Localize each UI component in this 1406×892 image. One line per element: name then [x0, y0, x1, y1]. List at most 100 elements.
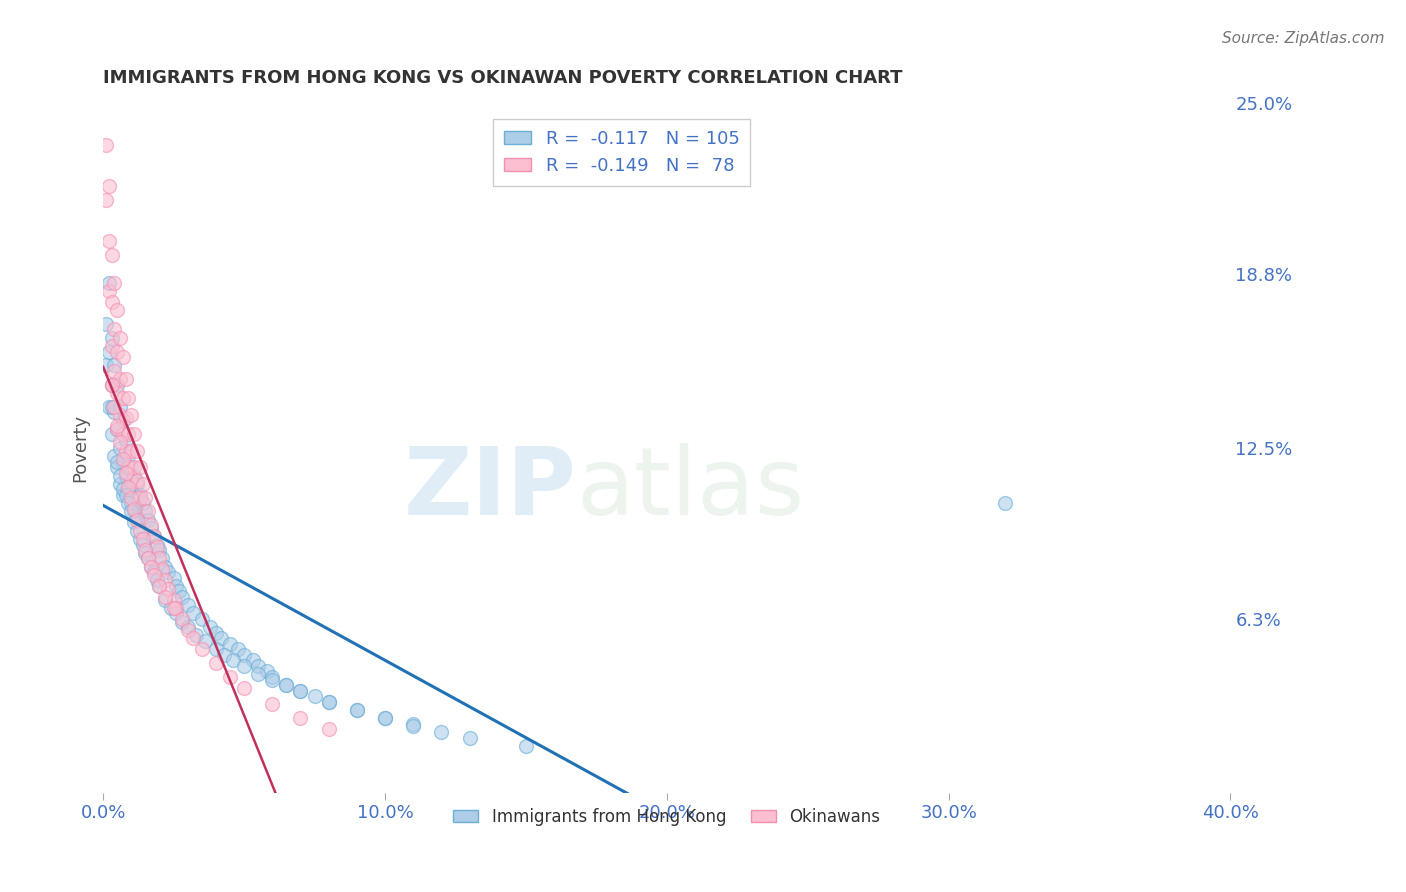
Point [200, 620, 222, 634]
Point [233, 681, 256, 695]
Point [205, 625, 228, 640]
Point [103, 322, 125, 336]
Point [103, 359, 125, 373]
Point [108, 400, 131, 414]
Point [120, 474, 142, 488]
Point [117, 496, 139, 510]
Point [120, 460, 142, 475]
Point [108, 331, 131, 345]
Point [114, 433, 136, 447]
Point [94, 193, 117, 207]
Point [125, 474, 148, 488]
Point [111, 455, 134, 469]
Y-axis label: Poverty: Poverty [72, 414, 89, 482]
Point [128, 491, 150, 505]
Point [458, 731, 481, 745]
Point [100, 331, 122, 345]
Point [219, 637, 242, 651]
Point [304, 689, 326, 703]
Legend: Immigrants from Hong Kong, Okinawans: Immigrants from Hong Kong, Okinawans [447, 801, 887, 832]
Point [233, 658, 256, 673]
Point [136, 504, 159, 518]
Point [108, 468, 131, 483]
Point [125, 443, 148, 458]
Point [122, 468, 145, 483]
Point [148, 543, 170, 558]
Point [117, 392, 139, 406]
Point [94, 317, 117, 331]
Point [170, 612, 193, 626]
Point [120, 408, 142, 422]
Text: ZIP: ZIP [404, 443, 576, 535]
Point [128, 532, 150, 546]
Point [170, 590, 193, 604]
Point [117, 460, 139, 475]
Text: Source: ZipAtlas.com: Source: ZipAtlas.com [1222, 31, 1385, 46]
Point [153, 590, 176, 604]
Point [153, 574, 176, 588]
Point [170, 615, 193, 629]
Point [114, 466, 136, 480]
Point [105, 419, 128, 434]
Point [105, 422, 128, 436]
Point [515, 739, 537, 753]
Point [242, 653, 264, 667]
Point [111, 413, 134, 427]
Point [117, 427, 139, 442]
Point [148, 579, 170, 593]
Point [994, 496, 1017, 510]
Point [122, 504, 145, 518]
Point [120, 496, 142, 510]
Point [148, 551, 170, 566]
Point [247, 658, 270, 673]
Point [103, 405, 125, 419]
Point [117, 483, 139, 497]
Point [94, 359, 117, 373]
Point [111, 427, 134, 442]
Point [139, 559, 162, 574]
Point [262, 670, 284, 684]
Point [184, 628, 207, 642]
Text: IMMIGRANTS FROM HONG KONG VS OKINAWAN POVERTY CORRELATION CHART: IMMIGRANTS FROM HONG KONG VS OKINAWAN PO… [103, 69, 903, 87]
Point [211, 632, 233, 646]
Point [233, 648, 256, 662]
Point [131, 532, 153, 546]
Point [318, 695, 340, 709]
Point [122, 516, 145, 530]
Point [100, 427, 122, 442]
Point [194, 634, 217, 648]
Point [94, 137, 117, 152]
Point [402, 716, 425, 731]
Point [125, 510, 148, 524]
Point [122, 427, 145, 442]
Point [153, 559, 176, 574]
Point [100, 377, 122, 392]
Point [105, 377, 128, 392]
Point [131, 537, 153, 551]
Point [162, 592, 184, 607]
Point [97, 344, 120, 359]
Point [111, 392, 134, 406]
Point [105, 460, 128, 475]
Point [374, 711, 396, 725]
Point [100, 294, 122, 309]
Point [430, 725, 453, 739]
Point [125, 476, 148, 491]
Point [134, 546, 156, 560]
Point [105, 385, 128, 400]
Point [318, 695, 340, 709]
Text: atlas: atlas [576, 443, 804, 535]
Point [165, 579, 187, 593]
Point [100, 377, 122, 392]
Point [111, 488, 134, 502]
Point [156, 582, 179, 596]
Point [176, 620, 198, 634]
Point [165, 607, 187, 621]
Point [103, 450, 125, 464]
Point [97, 179, 120, 194]
Point [191, 612, 214, 626]
Point [346, 703, 368, 717]
Point [131, 496, 153, 510]
Point [262, 698, 284, 712]
Point [165, 601, 187, 615]
